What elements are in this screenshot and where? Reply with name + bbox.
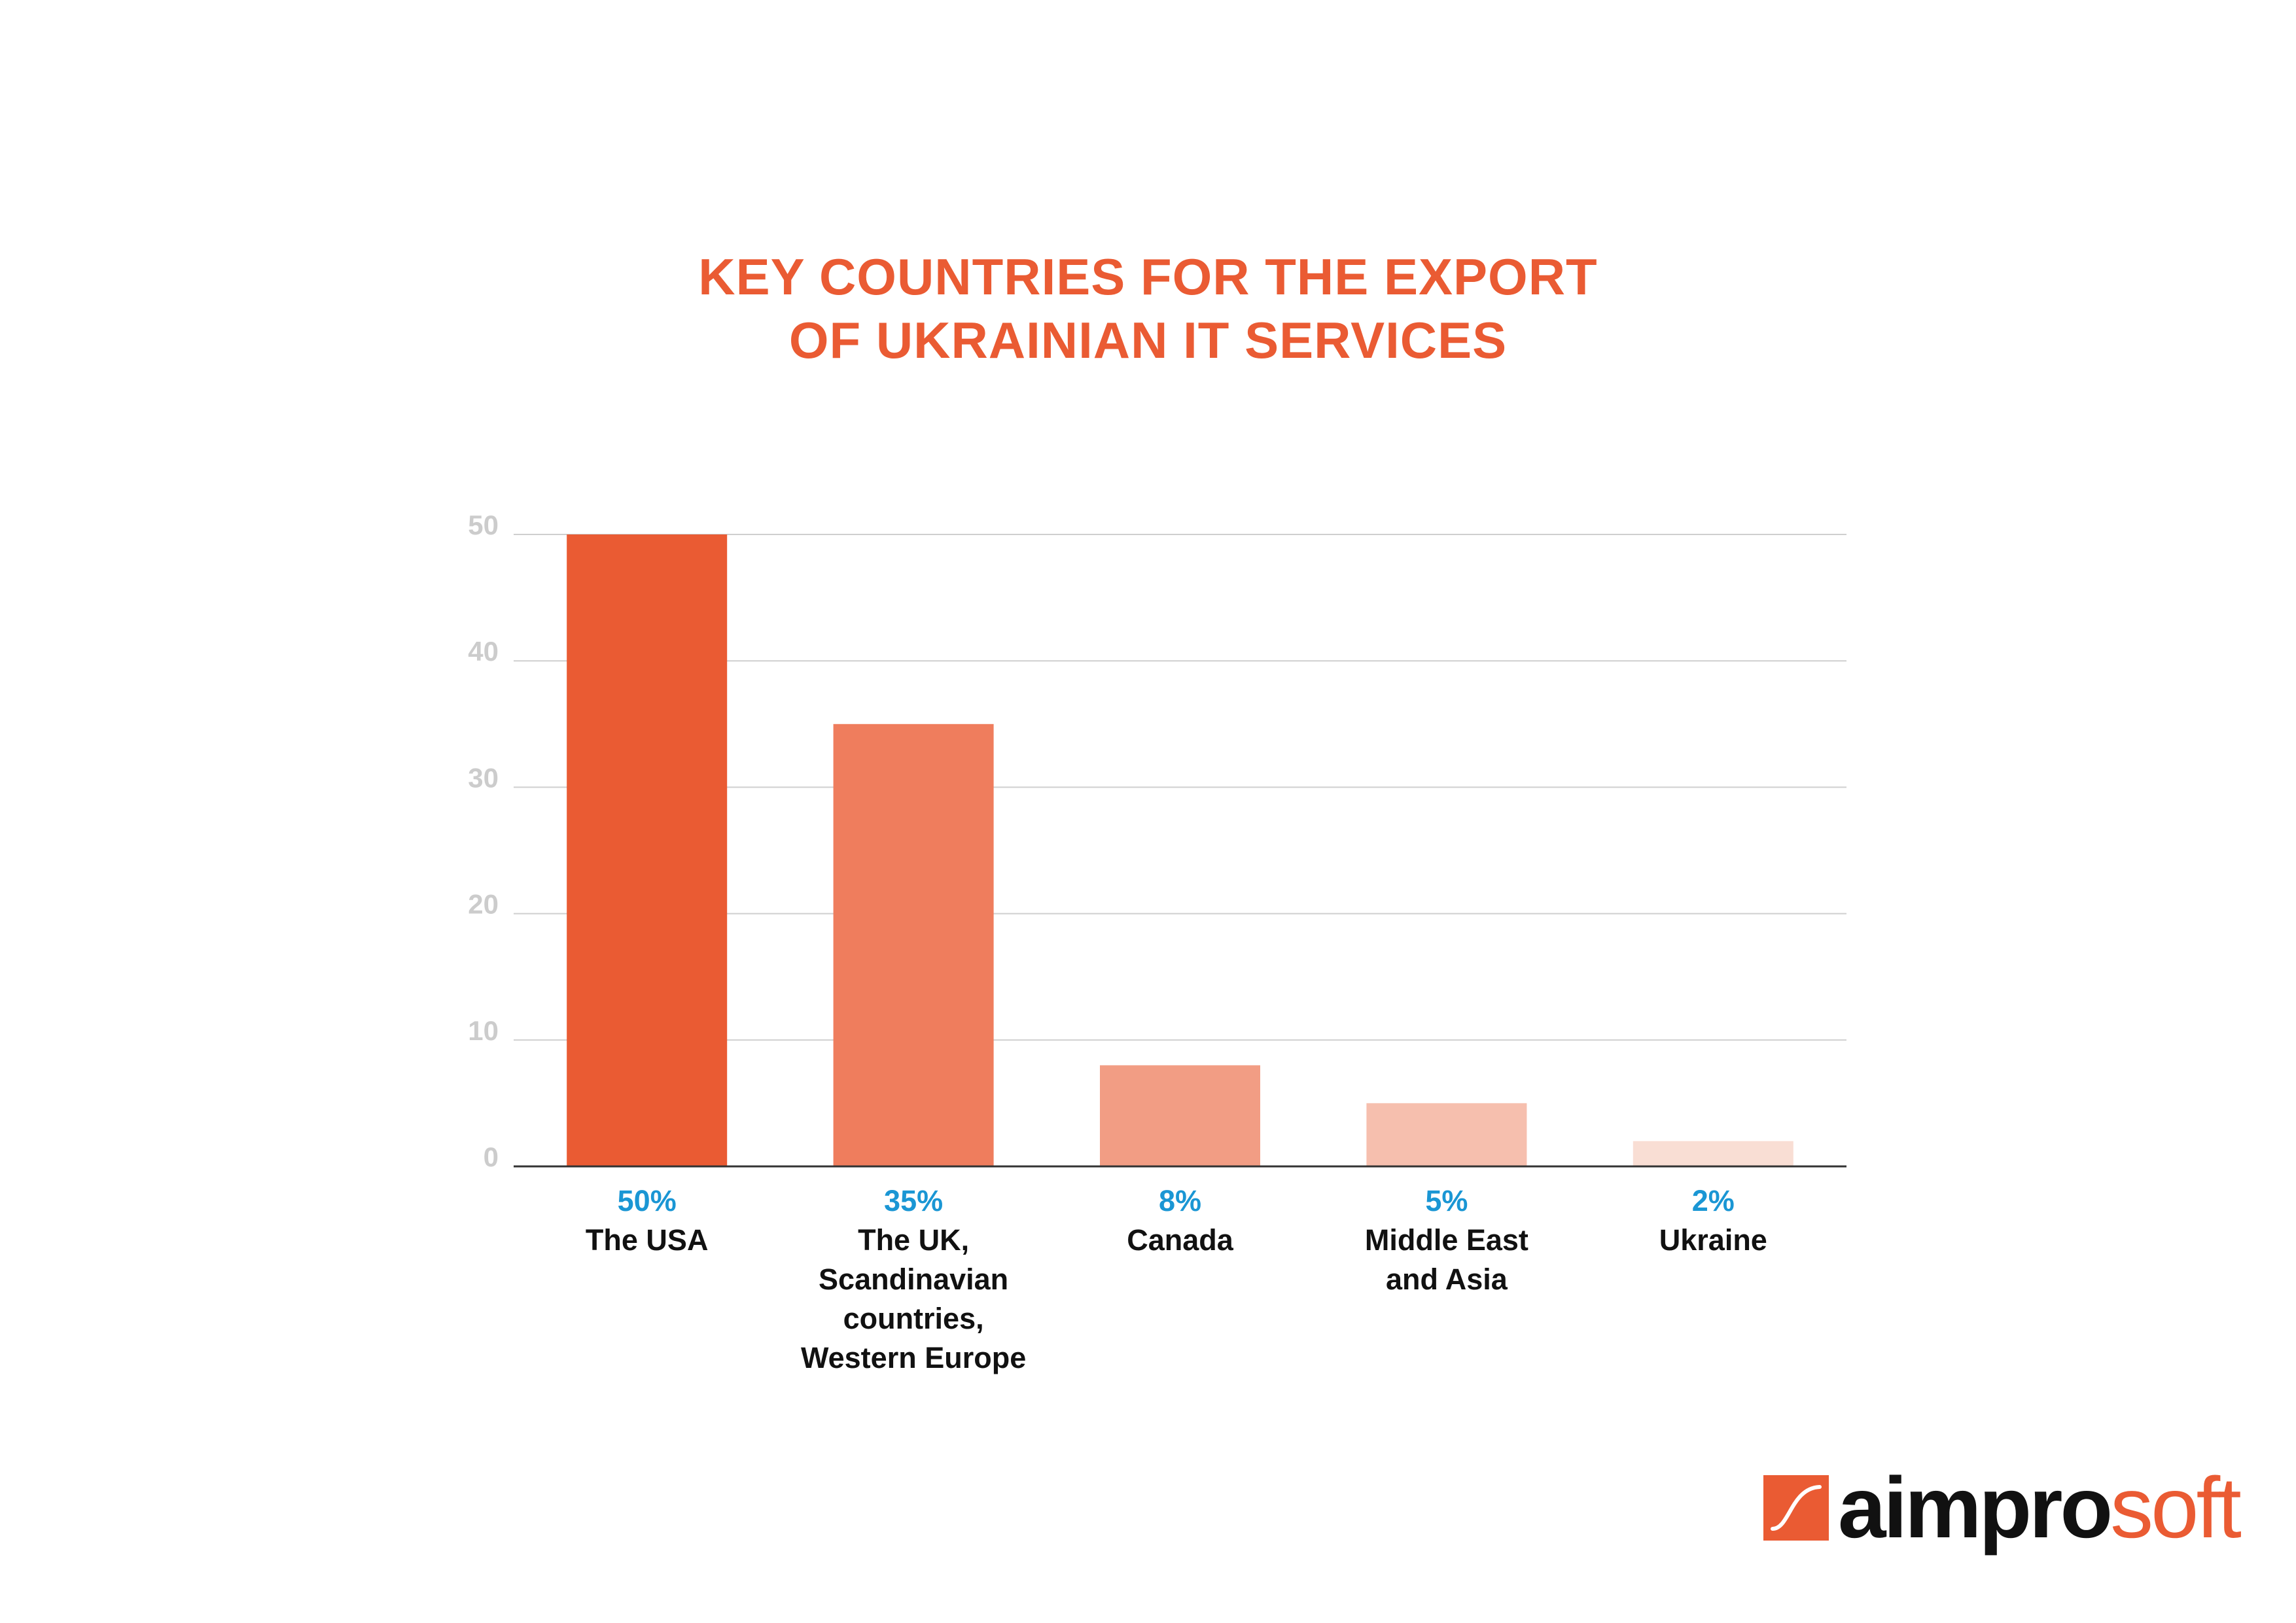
- y-tick-label: 10: [468, 1015, 499, 1046]
- bars: [567, 534, 1793, 1166]
- category-name: Ukraine: [1569, 1221, 1857, 1260]
- data-label: 35%: [884, 1184, 944, 1217]
- category-name: Canada: [1036, 1221, 1324, 1260]
- bar-4: [1633, 1141, 1793, 1166]
- data-label: 50%: [617, 1184, 677, 1217]
- y-tick-label: 0: [484, 1142, 499, 1172]
- aimprosoft-logo-icon: [1763, 1475, 1829, 1541]
- logo: aimprosoft: [1763, 1465, 2242, 1551]
- category-label-2: 8% Canada: [1036, 1181, 1324, 1260]
- category-name-line: Ukraine: [1659, 1223, 1767, 1257]
- logo-text: aimprosoft: [1838, 1465, 2242, 1551]
- logo-text-dark: aimpro: [1838, 1459, 2113, 1556]
- category-name-line: The USA: [585, 1223, 709, 1257]
- category-name: Middle East and Asia: [1303, 1221, 1591, 1299]
- bar-0: [567, 534, 728, 1166]
- category-name: The UK, Scandinavian countries, Western Eur…: [769, 1221, 1057, 1378]
- chart-title: KEY COUNTRIES FOR THE EXPORT OF UKRAINIA…: [0, 245, 2296, 372]
- category-label-1: 35% The UK, Scandinavian countries, Western …: [769, 1181, 1057, 1378]
- category-label-0: 50% The USA: [503, 1181, 791, 1260]
- bar-2: [1100, 1065, 1260, 1166]
- category-label-4: 2% Ukraine: [1569, 1181, 1857, 1260]
- y-tick-label: 40: [468, 636, 499, 667]
- category-name-line: Western Europe: [800, 1341, 1027, 1374]
- data-label: 2%: [1691, 1184, 1735, 1217]
- category-name-line: Canada: [1127, 1223, 1233, 1257]
- y-tick-label: 30: [468, 762, 499, 793]
- logo-text-accent: soft: [2110, 1459, 2242, 1556]
- data-label: 5%: [1425, 1184, 1468, 1217]
- category-label-3: 5% Middle East and Asia: [1303, 1181, 1591, 1299]
- bar-1: [833, 724, 994, 1166]
- bar-3: [1366, 1103, 1527, 1166]
- data-label: 8%: [1158, 1184, 1202, 1217]
- category-name: The USA: [503, 1221, 791, 1260]
- category-name-line: countries,: [843, 1302, 984, 1335]
- category-name-line: and Asia: [1385, 1263, 1508, 1296]
- grid-lines: [514, 534, 1846, 1041]
- chart-title-line-2: OF UKRAINIAN IT SERVICES: [788, 311, 1508, 369]
- y-axis-ticks: 0 10 20 30 40 50: [468, 510, 499, 1172]
- category-name-line: Middle East: [1364, 1223, 1528, 1257]
- category-name-line: The UK,: [858, 1223, 970, 1257]
- y-tick-label: 50: [468, 510, 499, 540]
- category-name-line: Scandinavian: [819, 1263, 1009, 1296]
- chart-title-line-1: KEY COUNTRIES FOR THE EXPORT: [698, 248, 1598, 305]
- y-tick-label: 20: [468, 889, 499, 920]
